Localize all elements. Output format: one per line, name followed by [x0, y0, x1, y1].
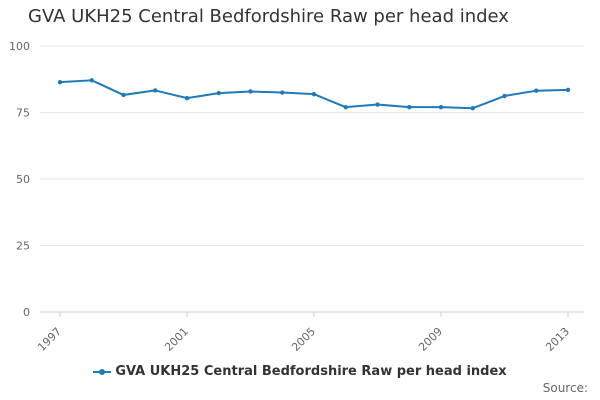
- chart-title: GVA UKH25 Central Bedfordshire Raw per h…: [28, 6, 509, 27]
- data-point: [375, 102, 380, 107]
- x-tick-label: 2013: [543, 325, 572, 354]
- x-tick-label: 2001: [162, 325, 191, 354]
- data-point: [502, 93, 507, 99]
- y-tick-label: 50: [16, 173, 30, 186]
- legend-marker-icon: [93, 368, 112, 375]
- x-tick-label: 2005: [289, 325, 318, 354]
- data-point: [311, 91, 317, 97]
- data-point: [470, 106, 475, 111]
- data-point: [280, 90, 285, 95]
- y-tick-label: 75: [16, 107, 30, 120]
- x-tick-label: 1997: [35, 325, 64, 354]
- data-point: [534, 88, 539, 93]
- data-point: [57, 79, 63, 85]
- x-axis-ticks: 1997 2001 2005 2009 2013: [35, 312, 572, 354]
- data-point: [184, 95, 190, 101]
- gridlines: [40, 45, 584, 313]
- data-point: [153, 88, 158, 93]
- x-tick-label: 2009: [416, 325, 445, 354]
- data-point: [343, 104, 348, 110]
- data-point: [438, 104, 444, 110]
- y-axis-ticks: 0 25 50 75 100: [9, 40, 30, 319]
- y-tick-label: 100: [9, 40, 30, 53]
- y-tick-label: 0: [23, 306, 30, 319]
- data-point: [407, 104, 412, 110]
- data-point: [89, 78, 94, 83]
- source-label: Source:: [542, 381, 588, 395]
- series-layer: [57, 78, 571, 111]
- data-point: [248, 89, 253, 94]
- legend-label: GVA UKH25 Central Bedfordshire Raw per h…: [115, 364, 507, 379]
- y-tick-label: 25: [16, 240, 30, 253]
- data-point: [565, 87, 571, 93]
- legend[interactable]: GVA UKH25 Central Bedfordshire Raw per h…: [0, 364, 600, 379]
- data-point: [216, 90, 221, 96]
- data-point: [121, 92, 126, 98]
